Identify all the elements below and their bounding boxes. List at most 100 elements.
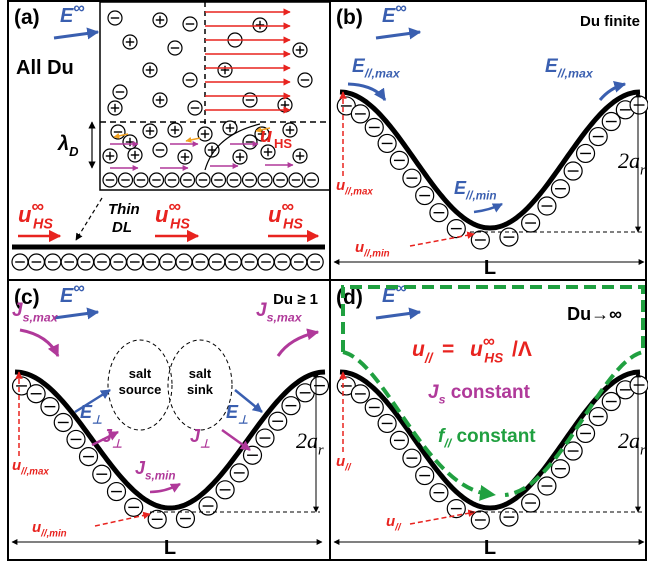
symbol-sub: r <box>640 443 646 459</box>
u-hs-sub: HS <box>274 136 292 151</box>
symbol-base: J <box>428 382 439 403</box>
condition: All Du <box>16 57 74 79</box>
js-min: Js,min <box>135 458 176 482</box>
field-arrow <box>376 312 420 318</box>
symbol-sub: D <box>69 144 79 159</box>
symbol-sub: r <box>640 163 646 179</box>
condition: Du→∞ <box>567 304 622 324</box>
u-bottom: u// <box>386 513 402 534</box>
flux-path <box>343 352 488 494</box>
symbol-base: J <box>256 300 267 321</box>
condition: Du ≥ 1 <box>273 291 318 308</box>
symbol-base: J <box>12 300 23 321</box>
symbol-sub: HS <box>484 350 503 365</box>
amplitude-label: 2ar <box>618 428 646 459</box>
symbol-base: E <box>60 285 74 307</box>
symbol-sup: ∞ <box>168 196 181 216</box>
thin-dl: DL <box>112 219 132 236</box>
symbol-base: 2a <box>618 148 640 173</box>
symbol-base: u <box>412 338 425 361</box>
field-label: E∞ <box>60 0 85 27</box>
u-arrow <box>410 234 474 246</box>
symbol-base: u <box>470 338 483 361</box>
j-arrow <box>20 330 58 356</box>
wavelength-label: L <box>484 257 496 279</box>
field-label: E∞ <box>382 0 407 27</box>
symbol-base: 2a <box>296 428 318 453</box>
slip-eq: u∞HS <box>470 332 503 366</box>
wavelength-label: L <box>484 537 496 559</box>
figure: (a)E∞All DuuHSλDThinDLu∞HSu∞HSu∞HS(b)E∞D… <box>0 0 648 562</box>
salt-source: source <box>119 382 162 397</box>
symbol-base: u <box>355 239 364 256</box>
symbol-base: u <box>155 202 169 227</box>
symbol-sup: ∞ <box>31 196 44 216</box>
slip-eq: u// <box>412 338 434 365</box>
panel-label: (d) <box>336 286 363 309</box>
u-left: u// <box>336 453 352 474</box>
e-arrow <box>474 204 502 212</box>
symbol-sub: ⊥ <box>92 413 102 426</box>
symbol-sub: //,max <box>344 187 373 198</box>
slip-label: u∞HS <box>18 196 53 233</box>
e-max: E//,max <box>352 56 401 81</box>
symbol-sub: //,max <box>557 67 594 81</box>
symbol-sub: //,min <box>363 249 390 260</box>
field-label: E∞ <box>382 280 407 307</box>
slip-label: u∞HS <box>155 196 190 233</box>
symbol-base: u <box>336 177 345 194</box>
symbol-base: u <box>18 202 32 227</box>
u-arrow <box>95 514 150 526</box>
symbol-base: u <box>268 202 282 227</box>
symbol-base: λ <box>57 133 69 155</box>
symbol-rest: constant <box>445 382 530 403</box>
slip-label: u∞HS <box>268 196 303 233</box>
u-min: u//,min <box>355 239 390 260</box>
field-label: E∞ <box>60 280 85 307</box>
symbol-sub: ⊥ <box>200 437 210 450</box>
symbol-base: u <box>386 513 395 530</box>
u-max: u//,max <box>336 177 373 198</box>
field-arrow <box>376 32 420 38</box>
js-constant: Js constant <box>428 382 531 407</box>
symbol-sup: ∞ <box>73 280 84 297</box>
symbol-sub: //,max <box>20 467 49 478</box>
amplitude-label: 2ar <box>618 148 646 179</box>
field-arrow <box>54 312 98 318</box>
e-perp: E⊥ <box>226 402 248 426</box>
amplitude-label: 2ar <box>296 428 324 459</box>
j-arrow <box>150 484 180 492</box>
symbol-base: u <box>32 519 41 536</box>
symbol-sup: ∞ <box>281 196 294 216</box>
debye-label: λD <box>57 133 79 159</box>
symbol-base: E <box>60 5 74 27</box>
symbol-sup: ∞ <box>395 0 406 17</box>
u-hs: u <box>260 125 272 147</box>
symbol-sub: // <box>424 350 434 365</box>
symbol-sub: s,min <box>145 469 176 482</box>
symbol-sub: s,max <box>267 311 303 325</box>
e-max: E//,max <box>545 56 594 81</box>
symbol-sub: HS <box>283 217 303 233</box>
slip-eq: = <box>442 338 454 361</box>
symbol-base: E <box>382 5 396 27</box>
symbol-sub: HS <box>170 217 190 233</box>
e-arrow <box>235 390 262 412</box>
salt-source: salt <box>129 366 152 381</box>
thin-dl: Thin <box>108 201 140 218</box>
e-min: E//,min <box>454 178 497 202</box>
e-arrow <box>348 84 385 100</box>
symbol-base: u <box>336 453 345 470</box>
symbol-sub: ⊥ <box>238 413 248 426</box>
ion-flux <box>186 138 200 141</box>
symbol-sub: ⊥ <box>112 437 122 450</box>
thin-dl-arrow <box>76 198 102 240</box>
salt-sink: sink <box>187 382 214 397</box>
j-arrow <box>278 332 318 356</box>
symbol-sub: // <box>344 463 352 474</box>
symbol-sub: //,min <box>465 189 497 202</box>
condition: Du finite <box>580 13 640 30</box>
symbol-base: 2a <box>618 428 640 453</box>
wavelength-label: L <box>164 537 176 559</box>
u-min: u//,min <box>32 519 67 540</box>
